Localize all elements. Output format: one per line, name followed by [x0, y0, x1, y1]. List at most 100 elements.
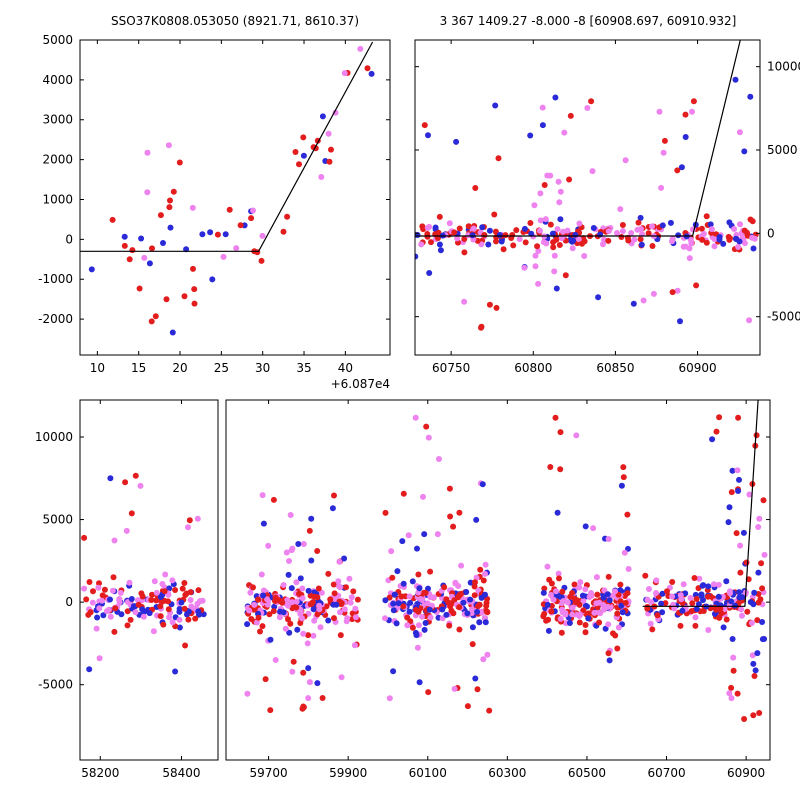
y-tick-label: 5000: [767, 143, 798, 157]
scatter-point: [584, 603, 590, 610]
scatter-point: [169, 619, 176, 626]
scatter-point: [296, 161, 302, 168]
scatter-point: [640, 297, 647, 304]
scatter-point: [483, 608, 490, 615]
scatter-point: [730, 654, 737, 661]
scatter-point: [456, 225, 463, 232]
scatter-point: [572, 231, 579, 238]
scatter-point: [692, 614, 699, 621]
scatter-point: [705, 627, 712, 633]
scatter-point: [760, 497, 767, 504]
scatter-point: [101, 586, 108, 593]
scatter-point: [580, 597, 587, 604]
scatter-point: [284, 597, 291, 604]
scatter-point: [123, 527, 130, 534]
scatter-point: [486, 707, 493, 714]
scatter-point: [297, 575, 304, 582]
scatter-point: [561, 129, 568, 136]
scatter-point: [562, 611, 569, 618]
scatter-point: [605, 237, 612, 244]
scatter-point: [700, 582, 707, 589]
x-tick-label: 15: [131, 361, 146, 375]
scatter-point: [426, 606, 433, 613]
scatter-point: [107, 613, 114, 620]
scatter-point: [222, 231, 229, 238]
scatter-point: [436, 241, 443, 248]
scatter-point: [617, 587, 624, 594]
scatter-point: [653, 590, 659, 596]
scatter-point: [644, 596, 651, 603]
scatter-point: [675, 232, 682, 239]
scatter-point: [645, 230, 652, 237]
scatter-point: [741, 716, 748, 722]
scatter-point: [138, 235, 145, 242]
scatter-point: [547, 221, 554, 228]
scatter-point: [280, 228, 287, 235]
scatter-point: [557, 429, 564, 436]
scatter-point: [220, 253, 227, 260]
scatter-point: [585, 615, 592, 622]
scatter-point: [409, 578, 416, 585]
scatter-point: [148, 318, 155, 325]
scatter-point: [540, 613, 547, 620]
scatter-point: [293, 579, 300, 586]
scatter-point: [443, 596, 450, 603]
scatter-point: [605, 573, 612, 580]
scatter-point: [139, 606, 146, 613]
scatter-point: [737, 221, 743, 228]
scatter-point: [557, 466, 564, 473]
scatter-point: [649, 626, 656, 633]
y-tick-label: 3000: [42, 113, 73, 127]
scatter-point: [710, 581, 717, 588]
axes-frame: [79, 399, 219, 761]
scatter-point: [407, 599, 414, 606]
x-tick-label: 60800: [514, 361, 552, 375]
scatter-point: [456, 604, 463, 611]
top-left-panel: 10 15 20 25 30 35 40 -2000 -1000 0 1000 2000 3000 400…: [38, 33, 391, 391]
scatter-point: [493, 238, 499, 245]
scatter-point: [746, 491, 753, 498]
x-tick-label: 60700: [647, 766, 685, 780]
scatter-point: [341, 606, 348, 613]
scatter-point: [716, 236, 723, 243]
scatter-point: [605, 536, 612, 542]
scatter-point: [492, 102, 499, 109]
y-tick-label: 0: [65, 595, 73, 609]
scatter-point: [350, 588, 357, 595]
scatter-point: [500, 246, 507, 253]
scatter-point: [287, 620, 294, 627]
scatter-point: [547, 464, 554, 470]
top-right-plot-title: 3 367 1409.27 -8.000 -8 [60908.697, 6091…: [439, 14, 737, 28]
scatter-point: [126, 579, 133, 586]
scatter-point: [553, 27, 559, 33]
scatter-point: [94, 614, 101, 621]
scatter-point: [421, 531, 428, 538]
scatter-point: [299, 615, 305, 622]
scatter-point: [300, 703, 307, 710]
scatter-point: [83, 596, 90, 603]
scatter-point: [111, 537, 118, 544]
scatter-point: [669, 579, 676, 585]
x-tick-label: 40: [338, 361, 353, 375]
scatter-point: [129, 247, 136, 254]
scatter-point: [682, 134, 689, 140]
scatter-point: [479, 481, 486, 488]
scatter-point: [382, 615, 388, 622]
scatter-point: [622, 599, 629, 606]
scatter-point: [516, 236, 523, 243]
scatter-point: [257, 628, 263, 635]
scatter-point: [549, 230, 556, 237]
scatter-point: [596, 619, 603, 626]
scatter-point: [289, 668, 296, 675]
scatter-point: [471, 583, 478, 590]
scatter-point: [285, 571, 292, 578]
scatter-point: [477, 566, 484, 573]
scatter-point: [752, 667, 759, 674]
scatter-point: [191, 286, 198, 293]
scatter-point: [267, 707, 274, 714]
scatter-point: [157, 613, 164, 620]
scatter-point: [127, 616, 134, 623]
scatter-point: [625, 566, 632, 572]
scatter-point: [190, 265, 196, 272]
scatter-point: [413, 607, 420, 613]
